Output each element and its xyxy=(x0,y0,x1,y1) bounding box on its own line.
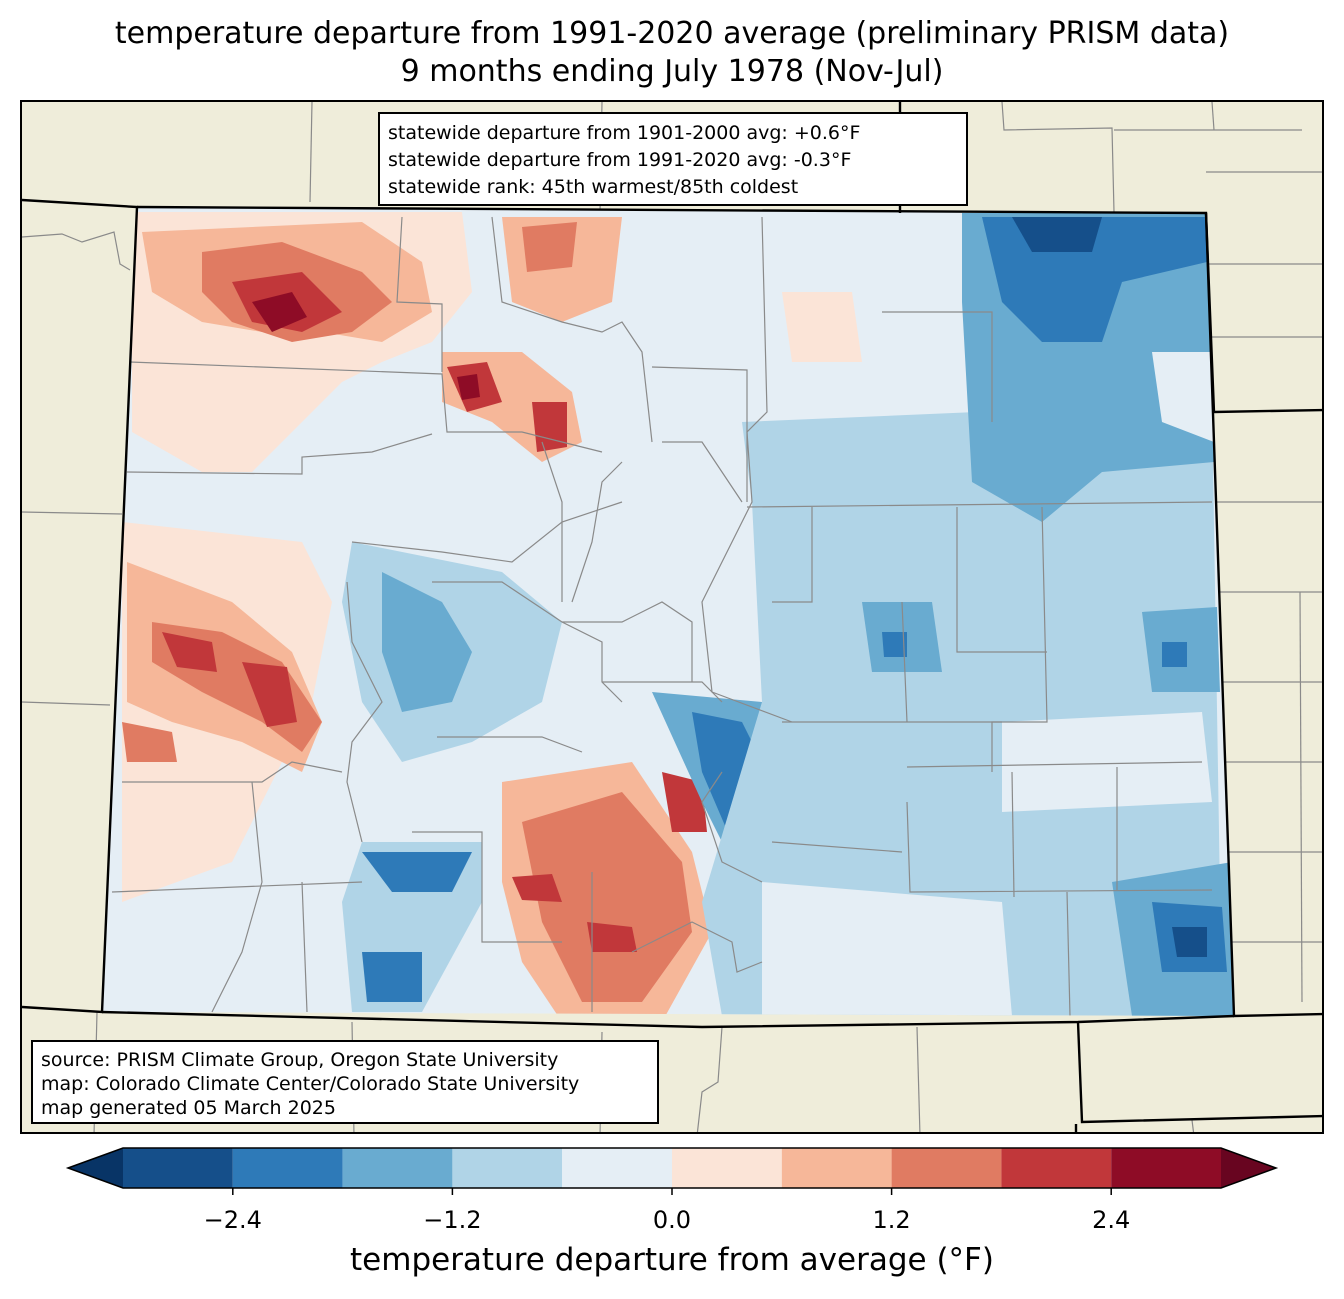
source-line: source: PRISM Climate Group, Oregon Stat… xyxy=(41,1049,559,1071)
colorbar-tick-label: 2.4 xyxy=(1092,1206,1131,1234)
stats-departure-1991-2020: statewide departure from 1991-2020 avg: … xyxy=(388,149,852,171)
colorbar-bin xyxy=(891,1148,1002,1188)
colorbar-bin xyxy=(123,1148,233,1188)
colorbar-tick-label: 1.2 xyxy=(872,1206,911,1234)
map-title-line1: temperature departure from 1991-2020 ave… xyxy=(114,16,1230,51)
county-lines xyxy=(111,216,1213,1016)
generated-date-line: map generated 05 March 2025 xyxy=(41,1097,336,1119)
colorbar xyxy=(65,1147,1279,1195)
colorado-map xyxy=(22,102,1322,1132)
colorbar-tick-label: 0.0 xyxy=(652,1206,692,1234)
colorbar-bin xyxy=(232,1148,343,1188)
colorbar-bin xyxy=(452,1148,563,1188)
stats-departure-1901-2000: statewide departure from 1901-2000 avg: … xyxy=(388,122,861,144)
colorbar-bin xyxy=(562,1148,672,1188)
colorbar-bin xyxy=(1111,1148,1221,1188)
map-credit-line: map: Colorado Climate Center/Colorado St… xyxy=(41,1073,580,1095)
colorbar-extend-low xyxy=(68,1148,123,1188)
colorbar-bin xyxy=(1001,1148,1112,1188)
colorbar-tick-label: −2.4 xyxy=(203,1206,262,1234)
colorbar-outline xyxy=(65,1147,1279,1189)
colorbar-bin xyxy=(342,1148,453,1188)
colorbar-bin xyxy=(781,1148,892,1188)
colorbar-bin xyxy=(672,1148,782,1188)
colorbar-label: temperature departure from average (°F) xyxy=(350,1242,994,1278)
statewide-stats-box: statewide departure from 1901-2000 avg: … xyxy=(378,112,968,206)
temperature-contours xyxy=(122,212,1234,1016)
map-title-line2: 9 months ending July 1978 (Nov-Jul) xyxy=(400,54,944,89)
source-box: source: PRISM Climate Group, Oregon Stat… xyxy=(31,1040,659,1124)
stats-rank: statewide rank: 45th warmest/85th coldes… xyxy=(388,176,799,198)
colorbar-tick-label: −1.2 xyxy=(423,1206,482,1234)
map-panel xyxy=(20,100,1324,1134)
colorbar-extend-high xyxy=(1221,1148,1276,1188)
